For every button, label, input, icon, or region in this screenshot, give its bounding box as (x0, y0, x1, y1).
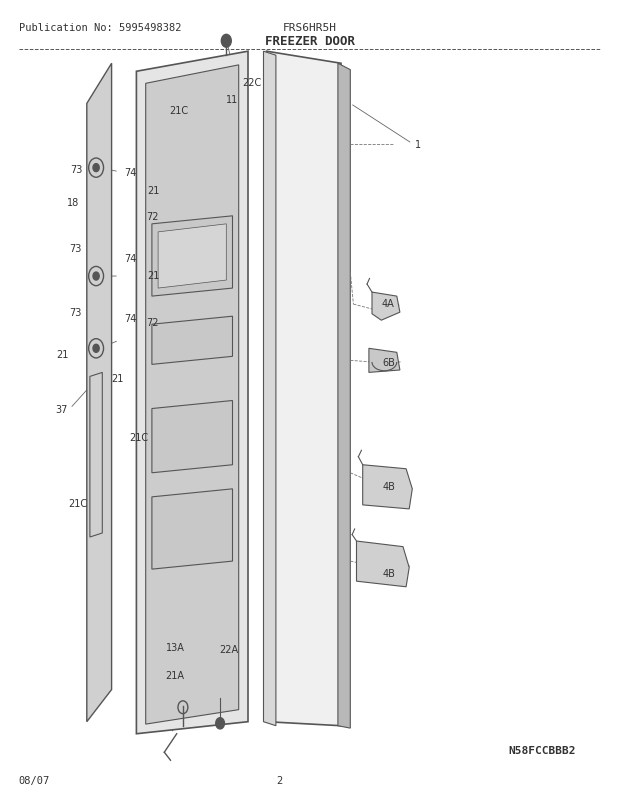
Text: 21: 21 (148, 271, 160, 281)
Polygon shape (363, 465, 412, 509)
Text: 22A: 22A (219, 645, 238, 654)
Text: 11: 11 (226, 95, 239, 104)
Text: 73: 73 (70, 165, 82, 175)
Circle shape (216, 718, 224, 729)
Circle shape (221, 35, 231, 48)
Polygon shape (264, 52, 276, 726)
Polygon shape (267, 52, 341, 726)
Polygon shape (146, 66, 239, 724)
Text: 6B: 6B (383, 358, 396, 367)
Text: 73: 73 (69, 308, 82, 318)
Text: FRS6HR5H: FRS6HR5H (283, 23, 337, 33)
Polygon shape (158, 225, 226, 289)
Text: 72: 72 (146, 212, 159, 221)
Circle shape (93, 273, 99, 281)
Text: 21: 21 (56, 350, 68, 359)
Text: N58FCCBBB2: N58FCCBBB2 (508, 745, 576, 755)
Text: 18: 18 (67, 198, 79, 208)
Text: 08/07: 08/07 (19, 775, 50, 784)
Polygon shape (90, 373, 102, 537)
Text: 74: 74 (124, 168, 136, 177)
Circle shape (93, 164, 99, 172)
Text: 4B: 4B (383, 569, 396, 578)
Text: 21: 21 (112, 374, 124, 383)
Text: 21A: 21A (166, 670, 185, 680)
Text: 21C: 21C (129, 432, 148, 442)
Polygon shape (152, 217, 232, 297)
Polygon shape (152, 317, 232, 365)
Polygon shape (136, 52, 248, 734)
Text: 74: 74 (124, 314, 136, 323)
Text: 21C: 21C (68, 499, 87, 508)
Text: FREEZER DOOR: FREEZER DOOR (265, 35, 355, 48)
Polygon shape (338, 64, 350, 728)
Polygon shape (372, 293, 400, 321)
Text: 37: 37 (56, 404, 68, 414)
Polygon shape (356, 541, 409, 587)
Text: 1: 1 (415, 140, 422, 149)
Text: 2: 2 (276, 775, 282, 784)
Text: 74: 74 (124, 253, 136, 263)
Polygon shape (152, 489, 232, 569)
Text: 72: 72 (146, 318, 159, 327)
Text: 4A: 4A (381, 298, 394, 308)
Text: 4B: 4B (383, 482, 396, 492)
Text: 21C: 21C (169, 106, 188, 115)
Polygon shape (87, 64, 112, 722)
Text: 73: 73 (69, 244, 82, 253)
Text: 21: 21 (148, 186, 160, 196)
Text: Publication No: 5995498382: Publication No: 5995498382 (19, 23, 181, 33)
Polygon shape (369, 349, 400, 373)
Polygon shape (152, 401, 232, 473)
Text: 13A: 13A (166, 642, 184, 652)
Circle shape (93, 345, 99, 353)
Text: 22C: 22C (242, 78, 261, 87)
